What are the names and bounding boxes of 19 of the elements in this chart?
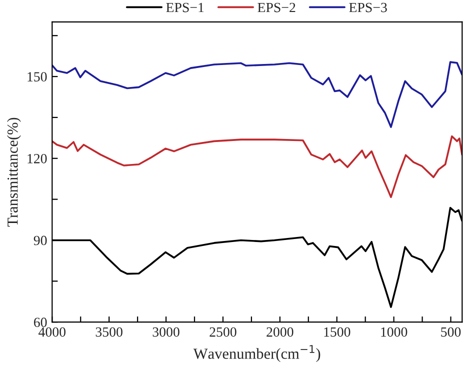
x-tick-label: 2500	[210, 327, 236, 337]
x-tick-label: 3500	[96, 327, 122, 337]
x-tick-label: 1500	[324, 327, 350, 337]
y-tick-label: 90	[34, 236, 47, 246]
x-tick-label: 500	[441, 327, 461, 337]
line-series	[52, 135, 462, 198]
y-tick-label: 60	[34, 318, 47, 328]
x-tick-label: 1000	[381, 327, 408, 337]
legend-label: EPS−3	[349, 2, 387, 12]
line-series	[52, 61, 462, 128]
x-tick-label: 2000	[266, 327, 294, 337]
x-tick-label: 4000	[38, 327, 66, 337]
legend-label: EPS−2	[258, 2, 296, 12]
legend-label: EPS−1	[166, 2, 204, 12]
y-tick-label: 120	[28, 154, 47, 164]
x-axis-title: Wavenumber(cm$^{−1}$)	[193, 345, 320, 362]
x-tick-label: 3000	[152, 327, 180, 337]
y-axis-title: Transmittance(%)	[7, 118, 21, 227]
y-tick-label: 150	[28, 72, 47, 82]
